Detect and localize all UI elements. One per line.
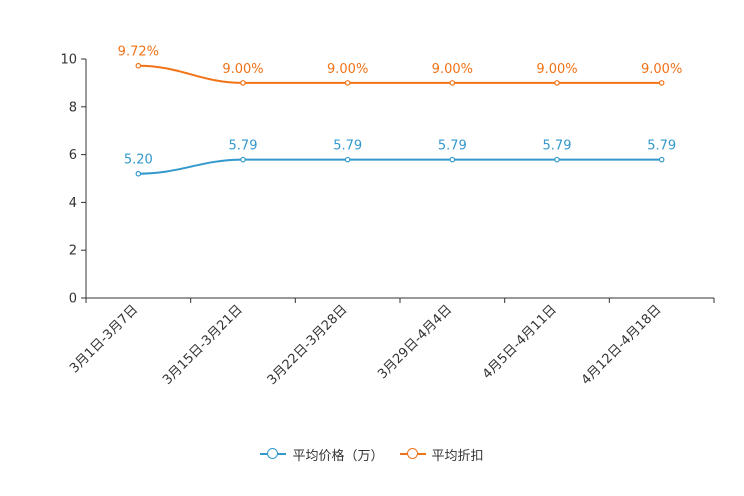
- data-point: [554, 80, 560, 86]
- legend: 平均价格（万） 平均折扣: [0, 444, 744, 464]
- axes: 0 2 4 6 8 10 3月1日-3月7日 3月15日-3月21日 3月22日-3月28日 3月…: [60, 53, 715, 388]
- data-label: 5.20: [124, 153, 153, 168]
- y-tick-label: 4: [69, 196, 77, 211]
- legend-discount-line-icon: [399, 448, 426, 459]
- y-tick-label: 8: [69, 100, 77, 115]
- legend-discount-label: 平均折扣: [431, 448, 484, 464]
- data-point: [135, 62, 142, 69]
- data-point: [240, 156, 246, 163]
- data-label: 9.00%: [327, 62, 368, 77]
- data-label: 5.79: [229, 139, 258, 154]
- data-label: 9.00%: [222, 62, 263, 77]
- data-label: 9.00%: [641, 62, 682, 77]
- data-point: [135, 170, 142, 177]
- data-label: 5.79: [438, 139, 467, 154]
- data-point: [658, 80, 665, 86]
- data-label: 5.79: [543, 139, 572, 154]
- y-tick-label: 0: [69, 292, 77, 307]
- legend-item-price[interactable]: 平均价格（万）: [260, 445, 384, 464]
- data-point: [449, 80, 456, 86]
- x-tick-label: 3月29日-4月4日: [375, 302, 455, 382]
- legend-price-label: 平均价格（万）: [292, 448, 384, 464]
- data-point: [449, 156, 456, 163]
- data-label: 9.72%: [118, 45, 159, 60]
- x-tick-label: 4月5日-4月11日: [480, 302, 560, 382]
- data-point: [240, 80, 246, 86]
- data-label: 9.00%: [536, 62, 577, 77]
- series-layer: 5.20 5.79 5.79 5.79 5.79 5.79 9.72% 9.00% 9.00% 9…: [118, 45, 682, 177]
- x-tick-label: 3月1日-3月7日: [67, 302, 141, 376]
- x-tick-label: 3月22日-3月28日: [265, 302, 351, 388]
- series-line-0: [138, 158, 662, 175]
- x-tick-label: 3月15日-3月21日: [160, 302, 246, 388]
- y-tick-label: 6: [69, 148, 77, 163]
- data-point: [344, 80, 351, 86]
- y-tick-label: 10: [60, 53, 77, 68]
- x-tick-label: 4月12日-4月18日: [579, 302, 665, 388]
- data-point: [344, 156, 351, 163]
- series-line-1: [138, 64, 662, 84]
- y-tick-label: 2: [69, 244, 77, 259]
- legend-price-line-icon: [260, 448, 287, 459]
- data-point: [658, 156, 665, 163]
- data-label: 5.79: [333, 139, 362, 154]
- data-point: [554, 156, 560, 163]
- data-label: 5.79: [647, 139, 676, 154]
- legend-item-discount[interactable]: 平均折扣: [399, 445, 484, 464]
- data-label: 9.00%: [432, 62, 473, 77]
